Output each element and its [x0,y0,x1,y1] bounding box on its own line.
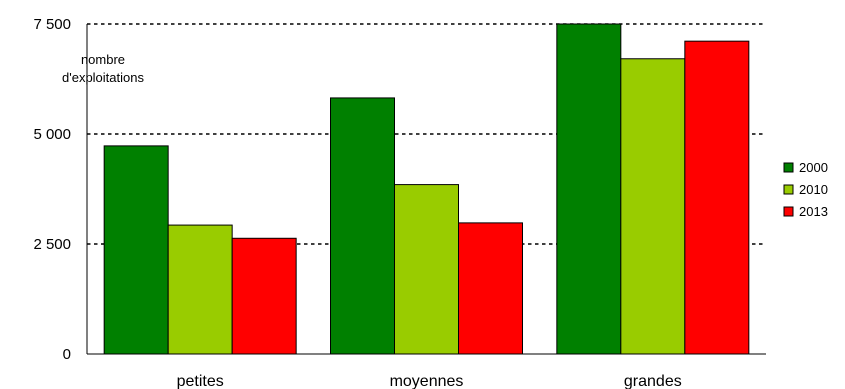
y-axis-label-line1: nombre [81,52,125,67]
bar [556,23,622,355]
axes [86,24,766,355]
bar [330,97,395,355]
bar [620,58,686,355]
x-category-label: petites [177,373,224,389]
y-tick-label: 2 500 [33,236,71,253]
x-category-label: grandes [624,373,682,389]
y-tick-label: 7 500 [33,16,71,33]
bar [103,145,169,355]
y-tick-label: 0 [63,346,71,363]
bar [394,184,459,355]
legend-swatch [783,162,794,173]
legend-label: 2000 [799,160,828,175]
y-axis-label-line2: d'exploitations [62,70,144,85]
legend-label: 2010 [799,182,828,197]
y-axis-ticks: 0 2 500 5 000 7 500 [33,16,71,363]
legend-swatch [783,206,794,217]
bar [167,224,233,355]
bar [458,222,523,355]
legend-swatch [783,184,794,195]
y-tick-label: 5 000 [33,126,71,143]
x-axis-categories: petites moyennes grandes [177,373,682,389]
bars [103,23,750,355]
bar [684,40,750,355]
legend: 2000 2010 2013 [783,160,828,219]
bar [231,237,297,355]
x-category-label: moyennes [390,373,464,389]
legend-label: 2013 [799,204,828,219]
